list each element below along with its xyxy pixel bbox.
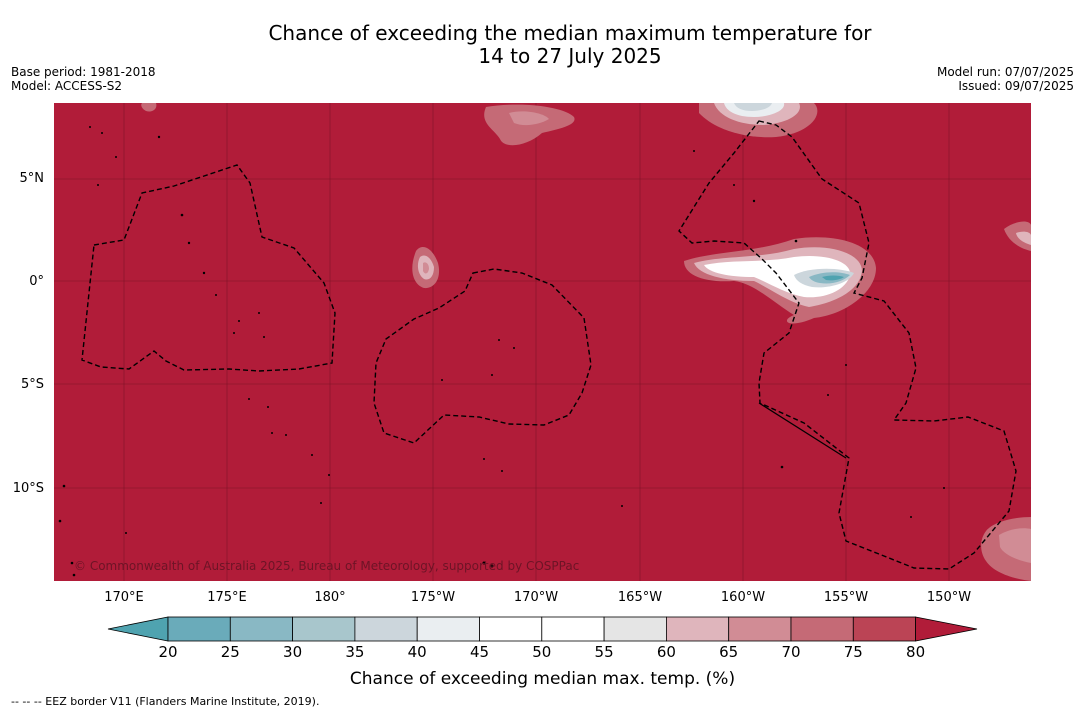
- colorbar-segments: [107, 616, 978, 642]
- colorbar-segment: [541, 616, 605, 642]
- colorbar-segment: [292, 616, 356, 642]
- colorbar-tick-label: 30: [283, 643, 303, 661]
- colorbar-segment: [852, 616, 916, 642]
- colorbar-segment: [666, 616, 730, 642]
- lon-label-170e: 170°E: [104, 590, 144, 605]
- colorbar-arrow-high: [915, 616, 978, 642]
- colorbar-segment: [167, 616, 231, 642]
- meta-right: Model run: 07/07/2025 Issued: 09/07/2025: [937, 65, 1074, 93]
- colorbar-segment: [354, 616, 418, 642]
- colorbar-tick-label: 80: [906, 643, 926, 661]
- lon-label-170w: 170°W: [513, 590, 559, 605]
- lat-label-0: 0°: [29, 274, 44, 289]
- lon-label-180: 180°: [314, 590, 346, 605]
- lon-label-155w: 155°W: [823, 590, 869, 605]
- base-period: Base period: 1981-2018: [11, 65, 156, 79]
- title-line-2: 14 to 27 July 2025: [478, 44, 662, 68]
- colorbar: [107, 616, 978, 642]
- colorbar-tick-label: 70: [781, 643, 801, 661]
- title-line-1: Chance of exceeding the median maximum t…: [268, 21, 872, 45]
- colorbar-tick-label: 45: [469, 643, 490, 661]
- colorbar-tick-label: 40: [407, 643, 427, 661]
- lon-label-175e: 175°E: [207, 590, 247, 605]
- colorbar-arrow-low: [107, 616, 169, 642]
- lon-label-175w: 175°W: [410, 590, 456, 605]
- colorbar-segment: [416, 616, 480, 642]
- colorbar-segment: [229, 616, 294, 642]
- colorbar-tick-label: 20: [158, 643, 178, 661]
- lon-label-150w: 150°W: [926, 590, 972, 605]
- meta-left: Base period: 1981-2018 Model: ACCESS-S2: [11, 65, 156, 93]
- patch-nw: [141, 103, 157, 112]
- eez-borders: [81, 120, 1017, 570]
- probability-map: [54, 103, 1031, 581]
- colorbar-tick-label: 75: [843, 643, 863, 661]
- colorbar-label: Chance of exceeding median max. temp. (%…: [349, 669, 736, 689]
- lat-label-5n: 5°N: [19, 171, 45, 186]
- map-title: Chance of exceeding the median maximum t…: [0, 22, 1085, 68]
- colorbar-tick-label: 65: [719, 643, 739, 661]
- model-name: Model: ACCESS-S2: [11, 79, 123, 93]
- lon-label-165w: 165°W: [617, 590, 663, 605]
- issued-date: Issued: 09/07/2025: [958, 79, 1074, 93]
- anomaly-patches: [141, 103, 1031, 581]
- boundary-solid: [758, 402, 847, 459]
- lat-label-5s: 5°S: [20, 377, 44, 392]
- lat-label-10s: 10°S: [12, 481, 44, 496]
- colorbar-segment: [603, 616, 667, 642]
- copyright-notice: © Commonwealth of Australia 2025, Bureau…: [74, 559, 580, 573]
- footer-legend-note: -- -- -- EEZ border V11 (Flanders Marine…: [11, 695, 320, 708]
- island-dots: [58, 126, 945, 577]
- colorbar-segment: [479, 616, 543, 642]
- map-layers: [54, 103, 1031, 581]
- colorbar-segment: [790, 616, 854, 642]
- lon-label-160w: 160°W: [720, 590, 766, 605]
- colorbar-tick-label: 55: [594, 643, 614, 661]
- colorbar-tick-label: 35: [345, 643, 365, 661]
- model-run: Model run: 07/07/2025: [936, 65, 1074, 79]
- colorbar-tick-label: 60: [656, 643, 676, 661]
- colorbar-tick-label: 25: [220, 643, 240, 661]
- colorbar-segment: [728, 616, 792, 642]
- colorbar-tick-label: 50: [532, 643, 552, 661]
- grid-lines: [54, 103, 1031, 581]
